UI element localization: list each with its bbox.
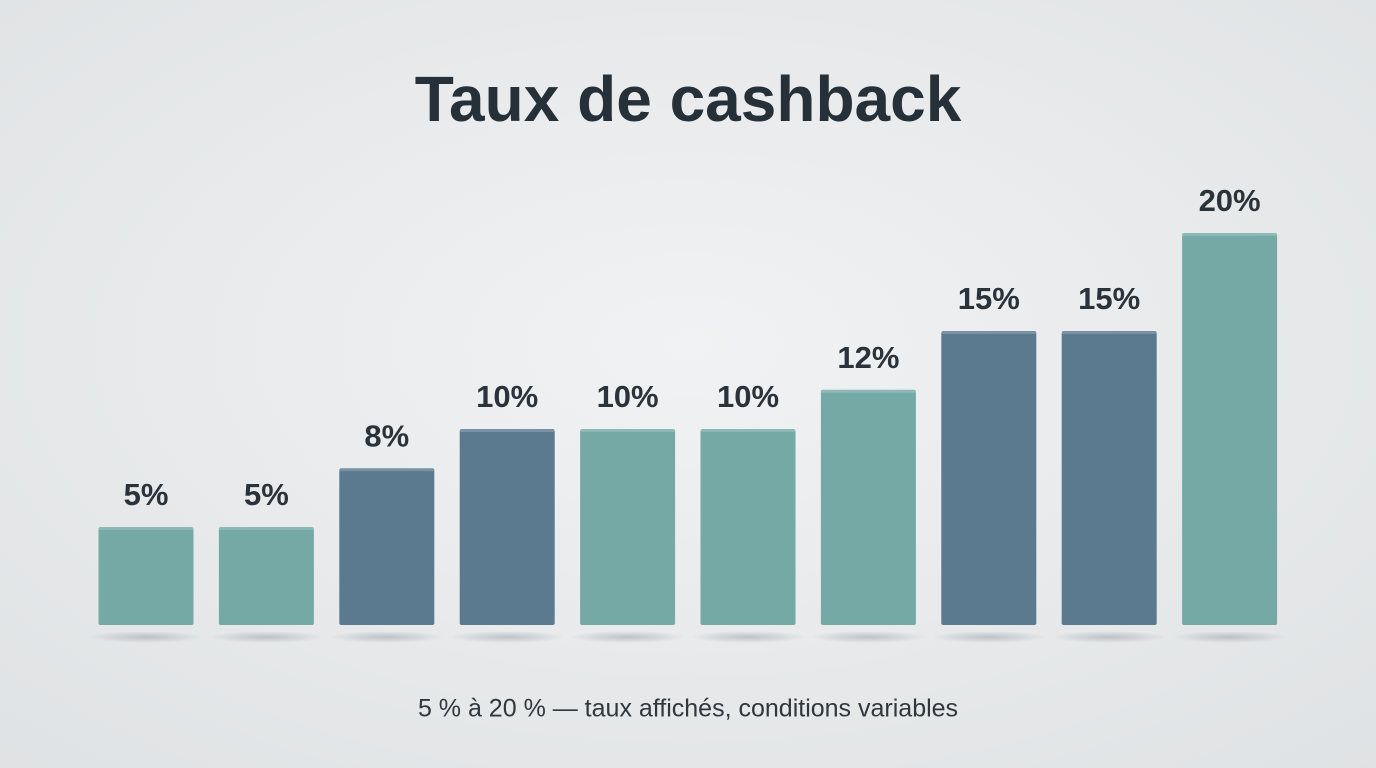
chart-title: Taux de cashback bbox=[415, 63, 962, 135]
bar bbox=[580, 429, 676, 625]
bar bbox=[1061, 331, 1157, 625]
value-label: 10% bbox=[476, 379, 538, 414]
value-label: 10% bbox=[717, 379, 779, 414]
bar-shadow bbox=[209, 631, 324, 643]
bar-highlight bbox=[580, 429, 676, 432]
bar-shadow bbox=[570, 631, 685, 643]
bar-shadow bbox=[450, 631, 565, 643]
value-label: 12% bbox=[837, 340, 899, 375]
bar-shadow bbox=[329, 631, 444, 643]
bar-highlight bbox=[339, 468, 435, 472]
bar-highlight bbox=[98, 527, 194, 530]
bar-highlight bbox=[459, 429, 555, 432]
bar bbox=[700, 429, 796, 625]
bar-highlight bbox=[941, 331, 1037, 334]
bar-shadow bbox=[811, 631, 926, 643]
value-label: 5% bbox=[124, 477, 169, 512]
bar bbox=[218, 527, 314, 625]
bar bbox=[1182, 233, 1278, 625]
bar bbox=[941, 331, 1037, 625]
bar-shadow bbox=[691, 631, 805, 643]
bar bbox=[98, 527, 194, 625]
bar-shadow bbox=[931, 631, 1046, 643]
value-label: 10% bbox=[597, 379, 659, 414]
bar-highlight bbox=[700, 429, 796, 432]
value-label: 15% bbox=[958, 281, 1020, 316]
value-label: 8% bbox=[364, 418, 409, 453]
bar-shadow bbox=[1052, 631, 1167, 643]
value-label: 5% bbox=[244, 477, 289, 512]
bar-shadow bbox=[1172, 631, 1287, 643]
bar bbox=[459, 429, 555, 625]
bar bbox=[820, 389, 916, 625]
value-label: 20% bbox=[1199, 183, 1261, 218]
bar bbox=[339, 468, 435, 625]
value-label: 15% bbox=[1078, 281, 1140, 316]
bar-highlight bbox=[820, 389, 916, 393]
bar-highlight bbox=[1061, 331, 1157, 334]
chart-subtitle: 5 % à 20 % — taux affichés, conditions v… bbox=[418, 695, 958, 723]
bar-shadow bbox=[89, 631, 203, 643]
bar-highlight bbox=[218, 527, 314, 530]
bar-highlight bbox=[1182, 233, 1278, 236]
